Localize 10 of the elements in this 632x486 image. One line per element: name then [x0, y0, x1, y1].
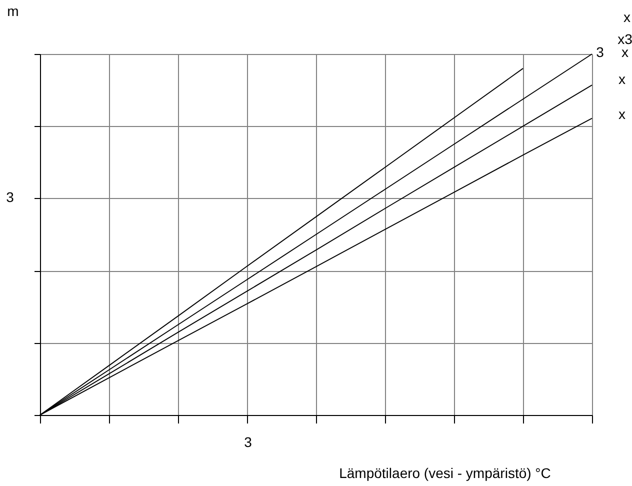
- text: x: [622, 44, 628, 60]
- text: x: [618, 106, 626, 122]
- x-axis-title: Lämpötilaero (vesi - ympäristö) °C: [339, 465, 551, 481]
- text: x: [618, 71, 626, 87]
- text: 3: [596, 44, 604, 60]
- text: 3: [244, 434, 252, 450]
- text: x3: [618, 31, 632, 47]
- text: 3: [6, 189, 14, 205]
- y-axis-title: m: [7, 3, 19, 19]
- text: x: [624, 9, 630, 25]
